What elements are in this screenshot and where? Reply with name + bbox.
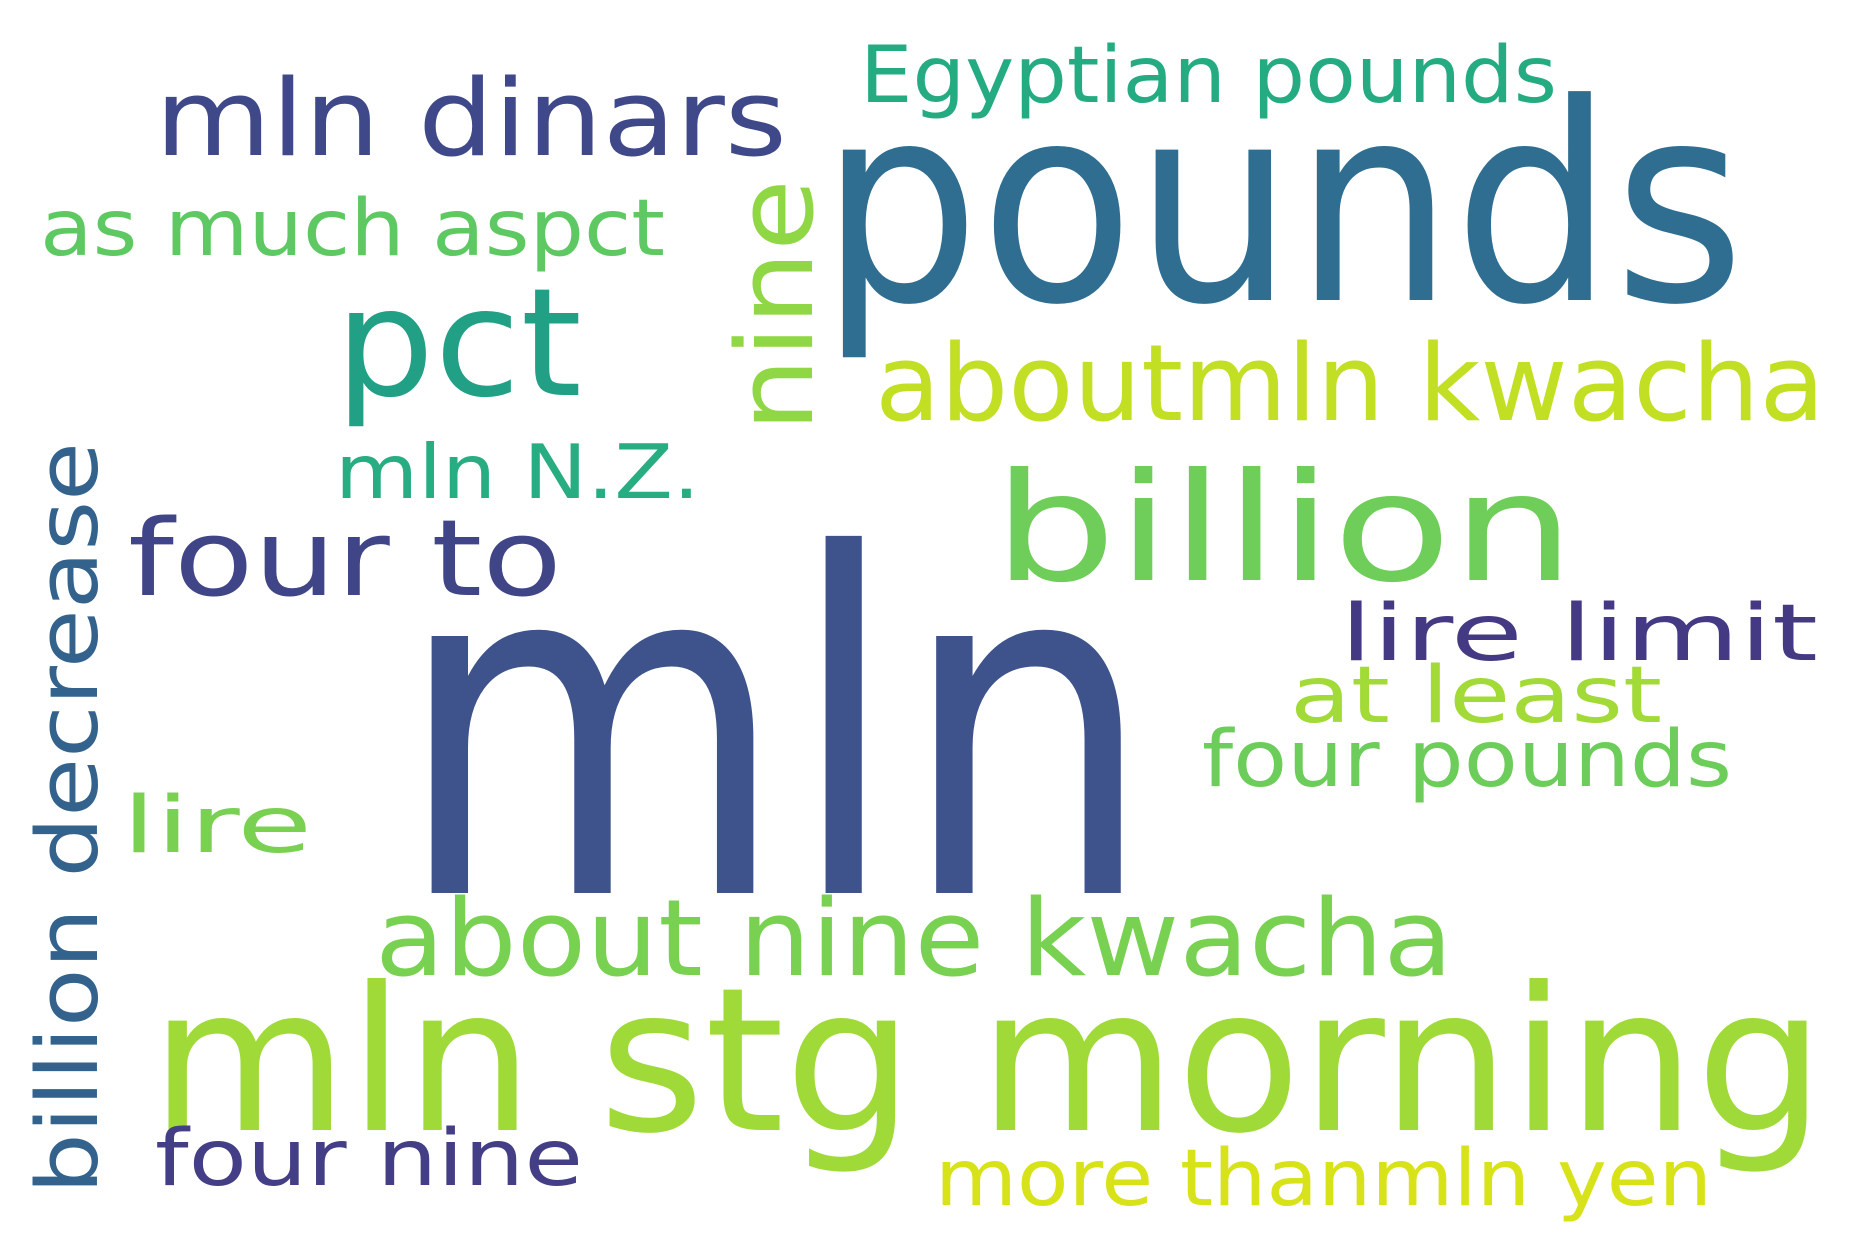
word-lire: lire bbox=[122, 781, 312, 871]
word-four-to: four to bbox=[128, 497, 562, 620]
word-four-nine: four nine bbox=[155, 1114, 583, 1204]
word-about-nine-kwacha: about nine kwacha bbox=[375, 877, 1453, 1000]
word-more-thanmln-yen: more thanmln yen bbox=[935, 1134, 1712, 1224]
word-pct: pct bbox=[335, 257, 582, 431]
word-four-pounds: four pounds bbox=[1202, 715, 1732, 805]
word-mln-dinars: mln dinars bbox=[155, 57, 787, 180]
word-egyptian-pounds: Egyptian pounds bbox=[860, 31, 1557, 121]
word-billion: billion bbox=[993, 442, 1575, 616]
word-nine: nine bbox=[714, 179, 837, 432]
word-as-much-aspct: as much aspct bbox=[40, 184, 665, 274]
word-at-least: at least bbox=[1290, 651, 1662, 741]
word-mln: mln bbox=[395, 457, 1155, 1004]
word-lire-limit: lire limit bbox=[1340, 589, 1818, 679]
word-aboutmln-kwacha: aboutmln kwacha bbox=[875, 322, 1825, 445]
word-mln-nz: mln N.Z. bbox=[335, 428, 700, 516]
word-pounds: pounds bbox=[820, 45, 1745, 365]
word-mln-stg-morning: mln stg morning bbox=[150, 945, 1825, 1178]
word-billion-decrease: billion decrease bbox=[19, 442, 118, 1194]
